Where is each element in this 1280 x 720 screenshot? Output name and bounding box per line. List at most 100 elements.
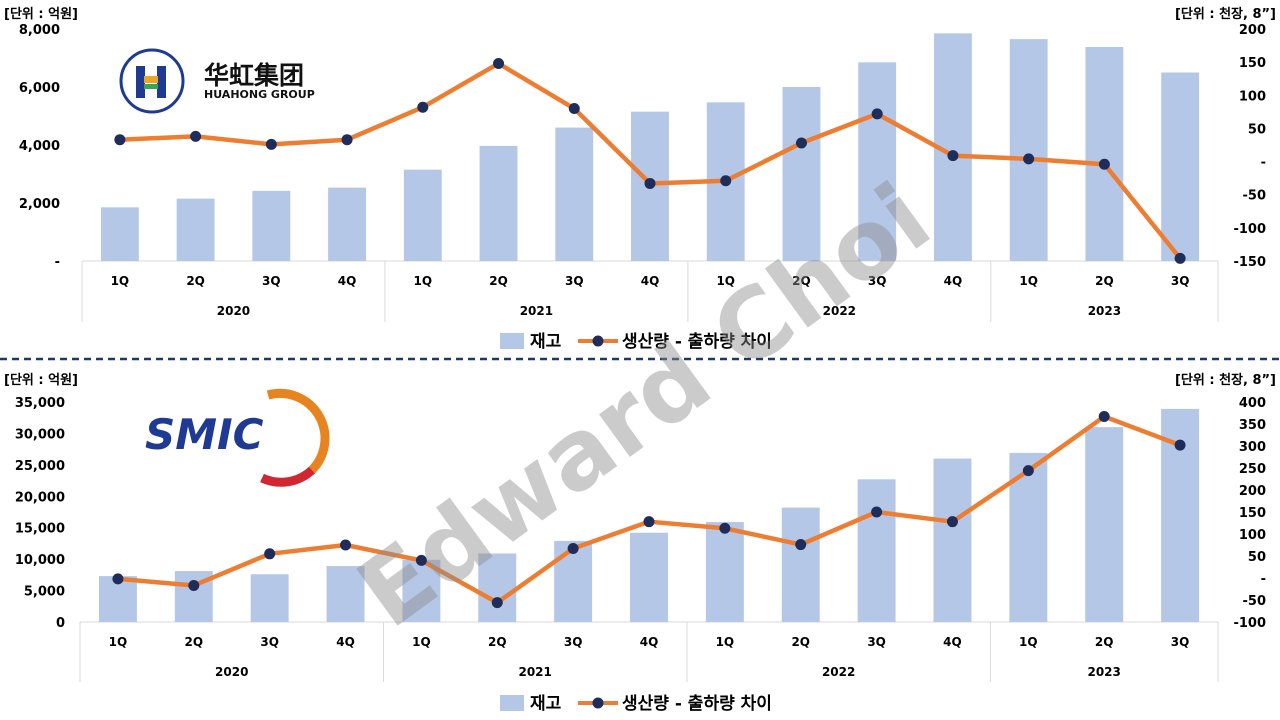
right-tick-label: -	[1261, 572, 1266, 587]
right-tick-label: 150	[1239, 506, 1266, 521]
legend-bar-swatch	[500, 695, 524, 711]
inventory-bar	[857, 479, 896, 622]
legend: 재고 생산량 - 출하량 차이	[500, 332, 772, 352]
right-tick-label: 400	[1239, 396, 1266, 411]
inventory-bar	[781, 507, 820, 622]
inventory-bar	[705, 522, 744, 622]
inventory-bar	[478, 553, 517, 622]
quarter-label: 1Q	[716, 274, 735, 288]
difference-point	[871, 506, 883, 518]
difference-point	[491, 597, 503, 609]
left-tick-label: 35,000	[15, 396, 65, 411]
difference-point	[719, 522, 731, 534]
inventory-bar	[1009, 39, 1048, 262]
legend-line-marker	[592, 697, 604, 709]
legend-line-marker	[592, 335, 604, 347]
inventory-bar	[252, 190, 291, 261]
difference-point	[417, 101, 429, 113]
difference-point	[1022, 465, 1034, 477]
right-tick-label: 350	[1239, 418, 1266, 433]
inventory-bar	[933, 458, 972, 622]
right-tick-label: 250	[1239, 462, 1266, 477]
difference-point	[1174, 439, 1186, 451]
left-tick-label: 4,000	[19, 139, 60, 154]
legend: 재고 생산량 - 출하량 차이	[500, 694, 772, 714]
right-tick-label: 100	[1239, 89, 1266, 104]
logo-swoosh	[144, 76, 158, 83]
inventory-bar	[328, 187, 366, 261]
left-tick-label: 6,000	[19, 81, 60, 96]
quarter-label: 3Q	[565, 274, 584, 288]
quarter-label: 2Q	[185, 635, 204, 649]
left-tick-label: 2,000	[19, 197, 60, 212]
difference-point	[643, 516, 655, 528]
inventory-bar	[630, 532, 668, 622]
huahong-logo: 华虹集团 HUAHONG GROUP	[119, 48, 315, 114]
legend-line-label: 생산량 - 출하량 차이	[622, 694, 772, 714]
inventory-bar	[554, 540, 593, 622]
right-tick-label: 200	[1239, 23, 1266, 38]
difference-point	[946, 516, 958, 528]
inventory-bar	[403, 169, 442, 261]
left-tick-label: 20,000	[15, 490, 65, 505]
quarter-label: 3Q	[1171, 274, 1190, 288]
left-tick-label: 8,000	[19, 23, 60, 38]
legend-bar-label: 재고	[530, 694, 562, 714]
difference-point	[947, 150, 959, 162]
difference-point	[1098, 158, 1110, 170]
left-unit-label: [단위 : 억원]	[4, 372, 78, 388]
inventory-bar	[858, 62, 897, 261]
quarter-label: 2Q	[1095, 274, 1114, 288]
left-tick-label: 0	[56, 616, 65, 631]
quarter-label: 2Q	[489, 274, 508, 288]
logo-arc-orange	[266, 388, 330, 474]
logo-swoosh-green	[144, 84, 158, 89]
inventory-bar	[782, 87, 821, 261]
legend-bar-label: 재고	[530, 332, 562, 352]
huahong-chart: [단위 : 억원] [단위 : 천장, 8”] - 2,000 4,000 6,000…	[4, 6, 1276, 352]
difference-point	[720, 175, 732, 187]
quarter-label: 4Q	[338, 274, 357, 288]
inventory-bar	[1161, 72, 1200, 261]
difference-point	[795, 137, 807, 149]
quarter-label: 1Q	[111, 274, 130, 288]
quarter-label: 1Q	[414, 274, 433, 288]
difference-point	[265, 138, 277, 150]
quarter-label: 3Q	[260, 635, 279, 649]
difference-point	[188, 579, 200, 591]
right-tick-label: 50	[1248, 550, 1266, 565]
difference-point	[340, 539, 352, 551]
quarter-label: 2Q	[186, 274, 205, 288]
difference-point	[1174, 252, 1186, 264]
right-tick-label: -	[1261, 156, 1266, 171]
quarter-label: 4Q	[943, 635, 962, 649]
inventory-bar	[555, 127, 594, 261]
difference-point	[567, 543, 579, 555]
right-tick-label: 150	[1239, 56, 1266, 71]
quarter-label: 3Q	[262, 274, 281, 288]
inventory-bar	[326, 566, 365, 622]
year-label: 2023	[1088, 304, 1121, 318]
smic-chart: [단위 : 억원] [단위 : 천장, 8”] 0 5,000 10,000 15,0…	[4, 372, 1276, 714]
difference-point	[1023, 153, 1035, 165]
inventory-bar	[479, 145, 518, 261]
quarter-label: 4Q	[640, 635, 659, 649]
right-tick-label: -150	[1233, 255, 1266, 270]
right-tick-label: 300	[1239, 440, 1266, 455]
quarter-label: 2Q	[791, 635, 810, 649]
left-tick-label: 5,000	[24, 585, 65, 600]
inventory-bar	[176, 198, 215, 261]
left-unit-label: [단위 : 억원]	[4, 6, 78, 22]
left-tick-label: 25,000	[15, 459, 65, 474]
smic-logo: SMIC	[145, 388, 330, 487]
logo-bar-left	[136, 66, 145, 98]
logo-en-text: HUAHONG GROUP	[204, 88, 315, 101]
difference-point	[190, 130, 202, 142]
difference-point	[264, 548, 276, 560]
difference-point	[795, 539, 807, 551]
year-label: 2022	[823, 304, 856, 318]
right-tick-label: -50	[1243, 189, 1267, 204]
quarter-label: 1Q	[109, 635, 128, 649]
year-label: 2023	[1087, 665, 1120, 679]
